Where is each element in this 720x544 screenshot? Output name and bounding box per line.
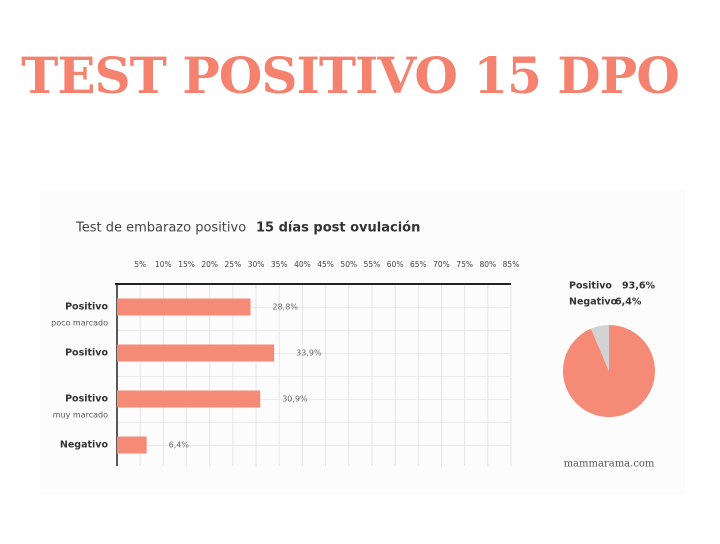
legend-label: Negativo	[569, 297, 618, 308]
bar	[117, 344, 275, 362]
x-tick-label: 45%	[317, 260, 334, 269]
x-tick-label: 25%	[225, 260, 242, 269]
category-label: Positivo	[65, 394, 108, 405]
x-tick-label: 15%	[178, 260, 195, 269]
category-label: Positivo	[65, 302, 108, 313]
x-tick-label: 50%	[340, 260, 357, 269]
x-tick-label: 65%	[410, 260, 427, 269]
legend-label: Positivo	[569, 281, 612, 292]
bar	[117, 390, 261, 408]
x-tick-label: 85%	[503, 260, 520, 269]
plot: 5% 10% 15% 20% 25% 30% 35% 40% 45% 50% 55% 60% 65% 70…	[51, 260, 655, 466]
category-sublabel: muy marcado	[53, 411, 108, 420]
x-tick-label: 5%	[134, 260, 146, 269]
category-label: Positivo	[65, 348, 108, 359]
x-tick-label: 20%	[201, 260, 218, 269]
x-tick-label: 55%	[364, 260, 381, 269]
x-tick-label: 60%	[387, 260, 404, 269]
x-tick-label: 40%	[294, 260, 311, 269]
chart-title: Test de embarazo positivo	[75, 221, 246, 236]
x-tick-label: 35%	[271, 260, 288, 269]
x-tick-label: 10%	[155, 260, 172, 269]
value-label: 6,4%	[169, 441, 190, 450]
x-tick-label: 70%	[433, 260, 450, 269]
chart-subtitle: 15 días post ovulación	[256, 221, 420, 236]
source: mammarama.com	[564, 459, 655, 470]
pie-slice	[590, 325, 609, 371]
value-label: 33,9%	[296, 349, 322, 358]
bar	[117, 436, 147, 454]
x-tick-label: 80%	[479, 260, 496, 269]
value-label: 30,9%	[282, 395, 308, 404]
category-sublabel: poco marcado	[51, 319, 108, 328]
x-tick-label: 75%	[456, 260, 473, 269]
category-label: Negativo	[60, 440, 109, 451]
legend-value: 6,4%	[615, 297, 642, 308]
x-tick-label: 30%	[248, 260, 265, 269]
bar	[117, 298, 251, 316]
legend-value: 93,6%	[622, 281, 655, 292]
page-title: TEST POSITIVO 15 DPO	[21, 46, 679, 105]
value-label: 28,8%	[272, 303, 298, 312]
